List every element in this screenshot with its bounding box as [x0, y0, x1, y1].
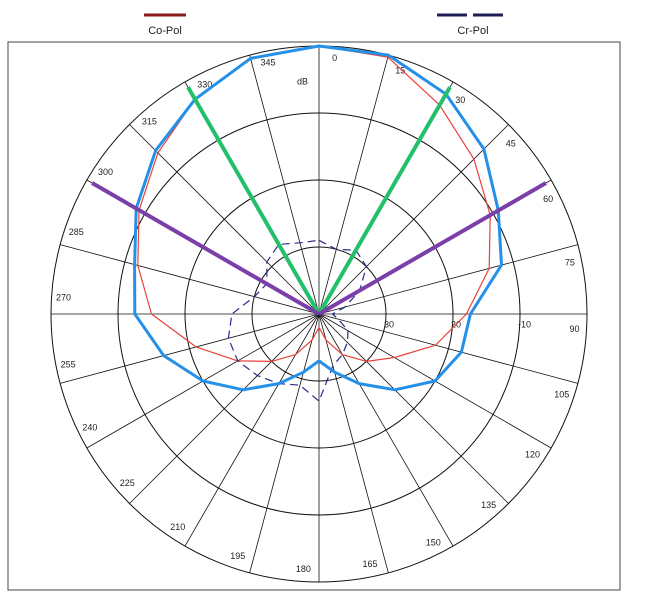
legend-label: Co-Pol: [148, 25, 182, 37]
spoke: [318, 124, 509, 315]
spoke: [129, 313, 320, 504]
legend: Co-Pol Cr-Pol: [144, 13, 509, 37]
plot: [91, 44, 547, 402]
spoke: [318, 244, 578, 315]
r-tick-label: 30: [384, 319, 394, 329]
angle-tick-label: 30: [455, 95, 465, 105]
spoke: [318, 313, 509, 504]
angle-tick-label: 120: [525, 450, 540, 460]
angle-tick-label: 135: [481, 500, 496, 510]
spoke: [60, 313, 320, 384]
angle-tick-label: 75: [565, 257, 575, 267]
angle-tick-label: 315: [142, 117, 157, 127]
spoke: [249, 313, 320, 573]
angle-tick-label: 150: [426, 537, 441, 547]
angle-tick-label: 45: [506, 139, 516, 149]
spoke: [318, 313, 389, 573]
angle-tick-label: 105: [554, 390, 569, 400]
angle-tick-label: 255: [61, 359, 76, 369]
r-tick-label: -10: [518, 319, 531, 329]
reference-line: [91, 181, 320, 316]
spoke: [184, 313, 320, 547]
reference-line: [186, 86, 321, 315]
frame: [7, 41, 621, 591]
reference-line: [318, 181, 547, 316]
spoke: [249, 55, 320, 315]
angle-tick-label: 180: [296, 564, 311, 574]
angle-tick-label: 240: [82, 423, 97, 433]
angle-tick-label: 300: [98, 167, 113, 177]
spoke: [318, 313, 454, 547]
angle-tick-label: 0: [332, 53, 337, 63]
series-line: [133, 44, 503, 392]
angle-tick-label: 345: [260, 58, 275, 68]
angle-tick-label: 15: [395, 66, 405, 76]
spoke: [318, 55, 389, 315]
legend-label: Cr-Pol: [457, 25, 488, 37]
angle-tick-label: 225: [120, 478, 135, 488]
spoke: [129, 124, 320, 315]
spoke: [318, 313, 578, 384]
angle-tick-label: 285: [69, 227, 84, 237]
angle-tick-label: 90: [570, 324, 580, 334]
angle-tick-label: 60: [543, 194, 553, 204]
angle-tick-label: 210: [170, 522, 185, 532]
angle-tick-label: 165: [363, 559, 378, 569]
angle-tick-label: 195: [230, 551, 245, 561]
r-axis-label: dB: [297, 76, 308, 86]
reference-line: [317, 86, 452, 315]
spoke: [60, 244, 320, 315]
angle-tick-label: 330: [197, 79, 212, 89]
angle-tick-label: 270: [56, 293, 71, 303]
